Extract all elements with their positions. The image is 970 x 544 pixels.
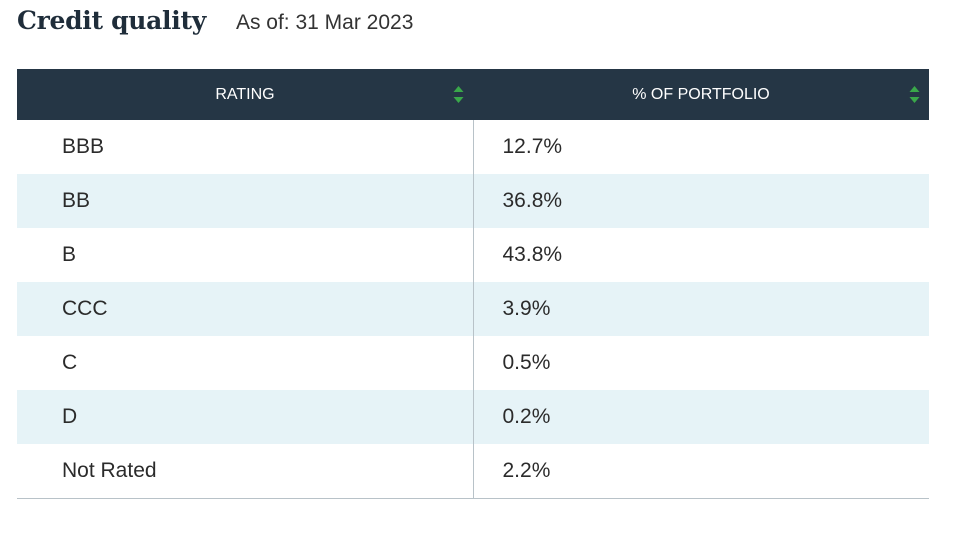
table-row: B 43.8%	[17, 228, 929, 282]
table-row: BB 36.8%	[17, 174, 929, 228]
rating-cell: B	[17, 228, 474, 282]
column-header-label: % OF PORTFOLIO	[632, 85, 770, 103]
table-row: CCC 3.9%	[17, 282, 929, 336]
section-title: Credit quality	[17, 6, 206, 35]
percent-cell: 3.9%	[473, 282, 929, 336]
rating-cell: CCC	[17, 282, 474, 336]
percent-cell: 0.2%	[473, 390, 929, 444]
section-header: Credit quality As of: 31 Mar 2023	[17, 6, 413, 35]
column-header-label: RATING	[215, 85, 275, 103]
percent-cell: 43.8%	[502, 243, 563, 266]
rating-cell: D	[17, 390, 474, 444]
credit-quality-table: RATING % OF PORTFOLIO BBB 12.7% BB 36.8%	[17, 69, 929, 499]
column-header-percent-of-portfolio[interactable]: % OF PORTFOLIO	[473, 69, 929, 120]
rating-cell: BBB	[17, 120, 474, 174]
table-row: BBB 12.7%	[17, 120, 929, 174]
rating-cell: Not Rated	[17, 444, 474, 499]
table-row: D 0.2%	[17, 390, 929, 444]
percent-cell: 12.7%	[502, 135, 563, 158]
table-row: C 0.5%	[17, 336, 929, 390]
rating-cell: C	[17, 336, 474, 390]
percent-cell: 2.2%	[473, 444, 929, 499]
column-header-rating[interactable]: RATING	[17, 69, 473, 120]
sort-up-down-icon[interactable]	[453, 85, 464, 104]
rating-cell: BB	[17, 174, 474, 228]
table-header-row: RATING % OF PORTFOLIO	[17, 69, 929, 120]
percent-cell: 0.5%	[502, 351, 551, 374]
as-of-date: As of: 31 Mar 2023	[235, 11, 414, 34]
sort-up-down-icon[interactable]	[909, 85, 920, 104]
table-row: Not Rated 2.2%	[17, 444, 929, 499]
percent-cell: 36.8%	[473, 174, 929, 228]
